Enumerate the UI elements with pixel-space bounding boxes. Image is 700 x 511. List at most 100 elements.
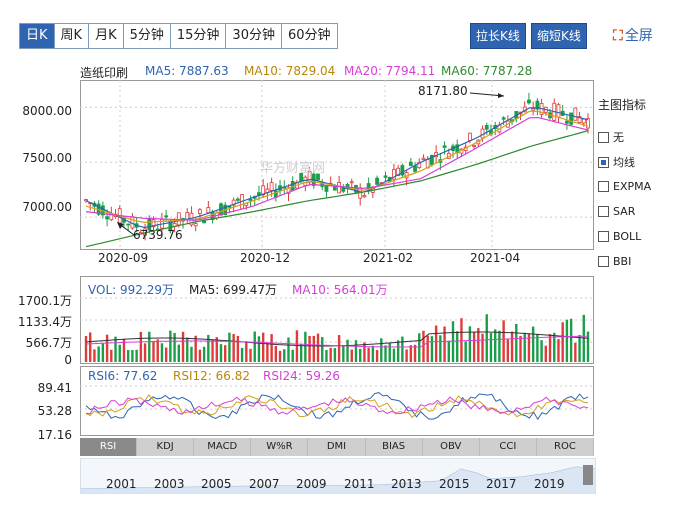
- vol-y-tick-0: 0: [64, 353, 72, 367]
- low-annotation: 6739.76: [133, 228, 183, 242]
- candle-body: [337, 181, 342, 194]
- volume-bar: [346, 339, 349, 362]
- tab-30min[interactable]: 30分钟: [226, 24, 282, 48]
- rsi-y-tick-top: 89.41: [37, 381, 72, 395]
- volume-bar: [299, 343, 303, 362]
- indicator-option-bbi[interactable]: BBI: [598, 255, 631, 268]
- volume-bar: [561, 322, 564, 362]
- candle-body: [349, 181, 354, 184]
- indicator-option-expma[interactable]: EXPMA: [598, 180, 651, 193]
- volume-bar: [131, 350, 134, 362]
- tab-macd[interactable]: MACD: [194, 438, 252, 456]
- volume-bar: [304, 331, 307, 362]
- tab-5min[interactable]: 5分钟: [123, 24, 171, 48]
- indicator-option-ma[interactable]: 均线: [598, 154, 635, 170]
- volume-bar: [548, 334, 552, 362]
- indicator-option-boll[interactable]: BOLL: [598, 230, 641, 243]
- volume-bar: [544, 345, 548, 362]
- candle-body: [375, 177, 379, 185]
- volume-bar: [135, 349, 138, 362]
- indicator-option-none[interactable]: 无: [598, 129, 624, 145]
- volume-bar: [489, 333, 493, 362]
- volume-bar: [283, 349, 286, 362]
- candle-body: [442, 145, 447, 148]
- volume-chart: [80, 276, 594, 364]
- indicator-option-sar[interactable]: SAR: [598, 205, 635, 218]
- volume-bar: [122, 338, 126, 362]
- volume-bar: [186, 337, 189, 362]
- volume-bar: [148, 331, 151, 362]
- volume-bar: [156, 339, 159, 362]
- candle-body: [527, 99, 531, 104]
- tab-cci[interactable]: CCI: [480, 438, 537, 456]
- tab-weekly[interactable]: 周K: [54, 24, 90, 48]
- tab-obv[interactable]: OBV: [423, 438, 480, 456]
- volume-bar: [578, 335, 581, 362]
- tab-dmi[interactable]: DMI: [308, 438, 366, 456]
- candle-body: [586, 118, 590, 129]
- timeline-year: 2005: [201, 477, 232, 491]
- high-arrow: [470, 92, 505, 98]
- rsi-chart: [80, 366, 594, 436]
- volume-bar: [380, 338, 383, 362]
- candle-body: [197, 209, 202, 214]
- vol-ma10-line: [85, 335, 589, 348]
- tab-kdj[interactable]: KDJ: [137, 438, 195, 456]
- tab-roc[interactable]: ROC: [537, 438, 594, 456]
- fullscreen-button[interactable]: ⛶ 全屏: [613, 28, 653, 44]
- volume-bar: [443, 326, 446, 362]
- candle-body: [577, 116, 582, 123]
- tab-15min[interactable]: 15分钟: [170, 24, 227, 48]
- stretch-kline-button[interactable]: 拉长K线: [470, 23, 526, 49]
- ma5-legend: MA5: 7887.63: [145, 64, 229, 78]
- tab-monthly[interactable]: 月K: [89, 24, 124, 48]
- rsi-line: [85, 396, 589, 415]
- volume-bar: [371, 345, 375, 362]
- volume-bar: [215, 337, 218, 362]
- volume-bar: [312, 335, 315, 362]
- tab-wr[interactable]: W%R: [251, 438, 309, 456]
- candle-body: [408, 161, 413, 167]
- volume-bar: [325, 350, 328, 362]
- rsi-y-tick-bottom: 17.16: [37, 428, 72, 442]
- volume-bar: [177, 344, 181, 362]
- shrink-kline-button[interactable]: 缩短K线: [531, 23, 587, 49]
- timeline-handle[interactable]: [583, 465, 593, 485]
- candle-body: [556, 104, 561, 118]
- volume-bar: [536, 334, 539, 362]
- candle-body: [400, 165, 405, 176]
- tab-rsi[interactable]: RSI: [80, 438, 138, 456]
- volume-bar: [164, 347, 168, 362]
- tab-bias[interactable]: BIAS: [366, 438, 423, 456]
- volume-bar: [181, 331, 185, 362]
- period-tabs: 日K 周K 月K 5分钟 15分钟 30分钟 60分钟: [19, 23, 338, 49]
- volume-bar: [270, 334, 273, 362]
- volume-bar: [316, 333, 320, 362]
- candle-body: [231, 199, 236, 206]
- volume-bar: [477, 328, 480, 362]
- candle-body: [392, 169, 396, 180]
- volume-bar: [481, 333, 484, 362]
- low-arrow: [117, 222, 135, 236]
- rsi-line: [85, 392, 589, 421]
- volume-bar: [274, 345, 278, 362]
- kline-chart[interactable]: 华方财富网: [80, 80, 594, 250]
- candle-body: [269, 182, 274, 191]
- chart-frame: [80, 80, 594, 250]
- tab-60min[interactable]: 60分钟: [281, 24, 337, 48]
- volume-bar: [194, 335, 197, 362]
- tab-daily[interactable]: 日K: [20, 24, 55, 48]
- main-indicator-title: 主图指标: [598, 98, 647, 112]
- timeline-year: 2015: [439, 477, 470, 491]
- volume-bar: [261, 332, 265, 362]
- volume-bar: [430, 336, 434, 362]
- volume-bar: [224, 345, 227, 362]
- volume-bar: [236, 335, 240, 362]
- timeline-navigator[interactable]: [80, 458, 596, 494]
- timeline-year: 2019: [534, 477, 565, 491]
- candle-body: [151, 219, 156, 228]
- volume-bar: [211, 339, 214, 362]
- x-tick-2021-02: 2021-02: [363, 251, 414, 265]
- x-tick-2020-09: 2020-09: [98, 251, 149, 265]
- volume-bar: [228, 332, 231, 362]
